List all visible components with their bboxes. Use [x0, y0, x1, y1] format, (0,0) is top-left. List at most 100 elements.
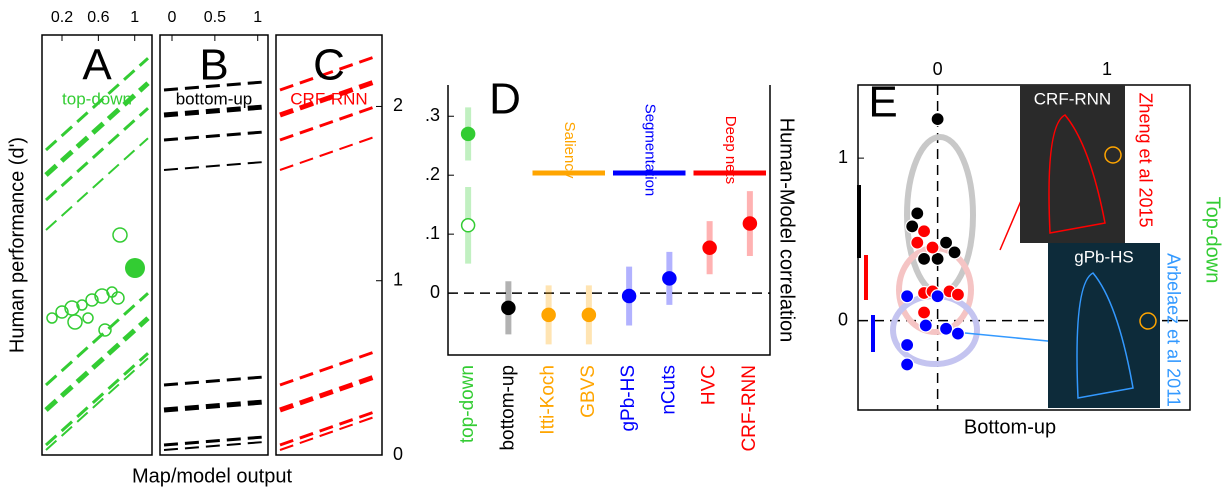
dash-line [163, 375, 265, 387]
marker [916, 224, 932, 239]
dash-line [45, 357, 149, 451]
inset-source: Arbelaez et al 2011 [1163, 253, 1183, 407]
group-label: Segmentation [641, 104, 658, 197]
connector [964, 332, 1059, 343]
marker [662, 271, 677, 286]
panel-label: E [868, 78, 897, 127]
marker [950, 287, 966, 302]
marker [938, 321, 954, 336]
axis-frame [447, 85, 771, 356]
x-tick-label: 1 [130, 9, 139, 26]
marker [46, 312, 58, 324]
dash-line [279, 54, 379, 92]
inset-outline [1076, 272, 1134, 399]
x-tick-label: CRF-RNN [739, 365, 760, 452]
decoration [44, 57, 150, 451]
dash-line [44, 316, 150, 412]
group-label: Saliency [561, 122, 578, 179]
marker [621, 288, 637, 304]
marker [460, 126, 476, 142]
x-tick-label: HVC [699, 365, 720, 405]
marker [947, 245, 962, 260]
x-axis-label: Bottom-up [964, 416, 1056, 438]
x-tick-label: 0 [933, 59, 943, 79]
marker [900, 289, 915, 304]
x-tick-label: 1 [1102, 59, 1112, 79]
x-tick-label: 0.2 [51, 9, 73, 26]
inset-label: gPb-HS [1074, 247, 1134, 266]
inset-outline [1048, 114, 1106, 234]
panel-label: B [199, 41, 228, 90]
y-tick-label: .1 [425, 223, 440, 243]
inset-label: CRF-RNN [1034, 89, 1111, 108]
panel-frame [159, 34, 269, 456]
marker [541, 307, 556, 323]
y-tick-label: 1 [838, 147, 848, 167]
marker [702, 240, 717, 255]
marker [916, 251, 932, 266]
marker [938, 235, 954, 250]
marker [55, 305, 69, 319]
panel-label: C [313, 41, 345, 90]
marker [98, 323, 112, 337]
marker [910, 206, 925, 221]
dash-line [163, 104, 265, 118]
decoration [163, 80, 265, 451]
x-tick-label: Itti-Koch [538, 365, 559, 435]
marker [111, 291, 125, 305]
x-tick-label: 0 [168, 9, 177, 26]
decoration [279, 54, 379, 451]
y-axis-label: Human-Model correlation [776, 118, 798, 343]
dash-line [163, 399, 265, 413]
y-axis-label: Human performance (d') [6, 137, 28, 353]
decoration [1104, 146, 1122, 164]
decoration [1139, 312, 1157, 330]
x-tick-label: GBVS [578, 365, 599, 418]
dash-line [44, 352, 150, 447]
marker [900, 357, 915, 372]
marker [930, 289, 945, 304]
inset-image [1020, 85, 1125, 243]
dash-line [163, 80, 265, 92]
x-tick-label: 0.5 [204, 9, 226, 26]
marker [460, 218, 476, 233]
panel-label: D [489, 75, 521, 124]
marker [930, 112, 945, 127]
marker [905, 219, 920, 234]
panel-name: bottom-up [176, 89, 253, 108]
marker [925, 240, 940, 255]
dash-line [279, 349, 379, 387]
marker [918, 318, 933, 333]
panel-frame [41, 34, 153, 456]
dash-line [163, 435, 265, 447]
marker [950, 326, 966, 341]
dash-line [279, 134, 379, 171]
dash-line [279, 104, 379, 142]
panel-label: A [82, 41, 112, 90]
dash-line [279, 414, 379, 451]
y-tick-label: 0 [430, 282, 440, 302]
x-tick-label: gPb-HS [618, 365, 639, 432]
y-tick-label: 0 [838, 309, 848, 329]
y-tick-label: .3 [425, 105, 440, 125]
x-tick-label: 1 [253, 9, 262, 26]
marker [85, 293, 99, 307]
x-tick-label: nCuts [658, 365, 679, 415]
dash-line [279, 373, 379, 413]
dash-line [279, 409, 379, 447]
marker [76, 299, 88, 311]
dash-line [163, 130, 265, 142]
group-label: Deep nets [722, 116, 739, 184]
marker [900, 337, 915, 353]
marker [125, 258, 145, 278]
decoration [46, 227, 128, 337]
x-axis-label: Map/model output [132, 465, 293, 487]
marker [501, 300, 516, 316]
panel-frame [275, 34, 383, 456]
marker [581, 307, 597, 323]
dash-line [163, 441, 265, 451]
marker [82, 312, 94, 324]
marker [67, 314, 83, 330]
y-tick-label: .2 [425, 164, 440, 184]
